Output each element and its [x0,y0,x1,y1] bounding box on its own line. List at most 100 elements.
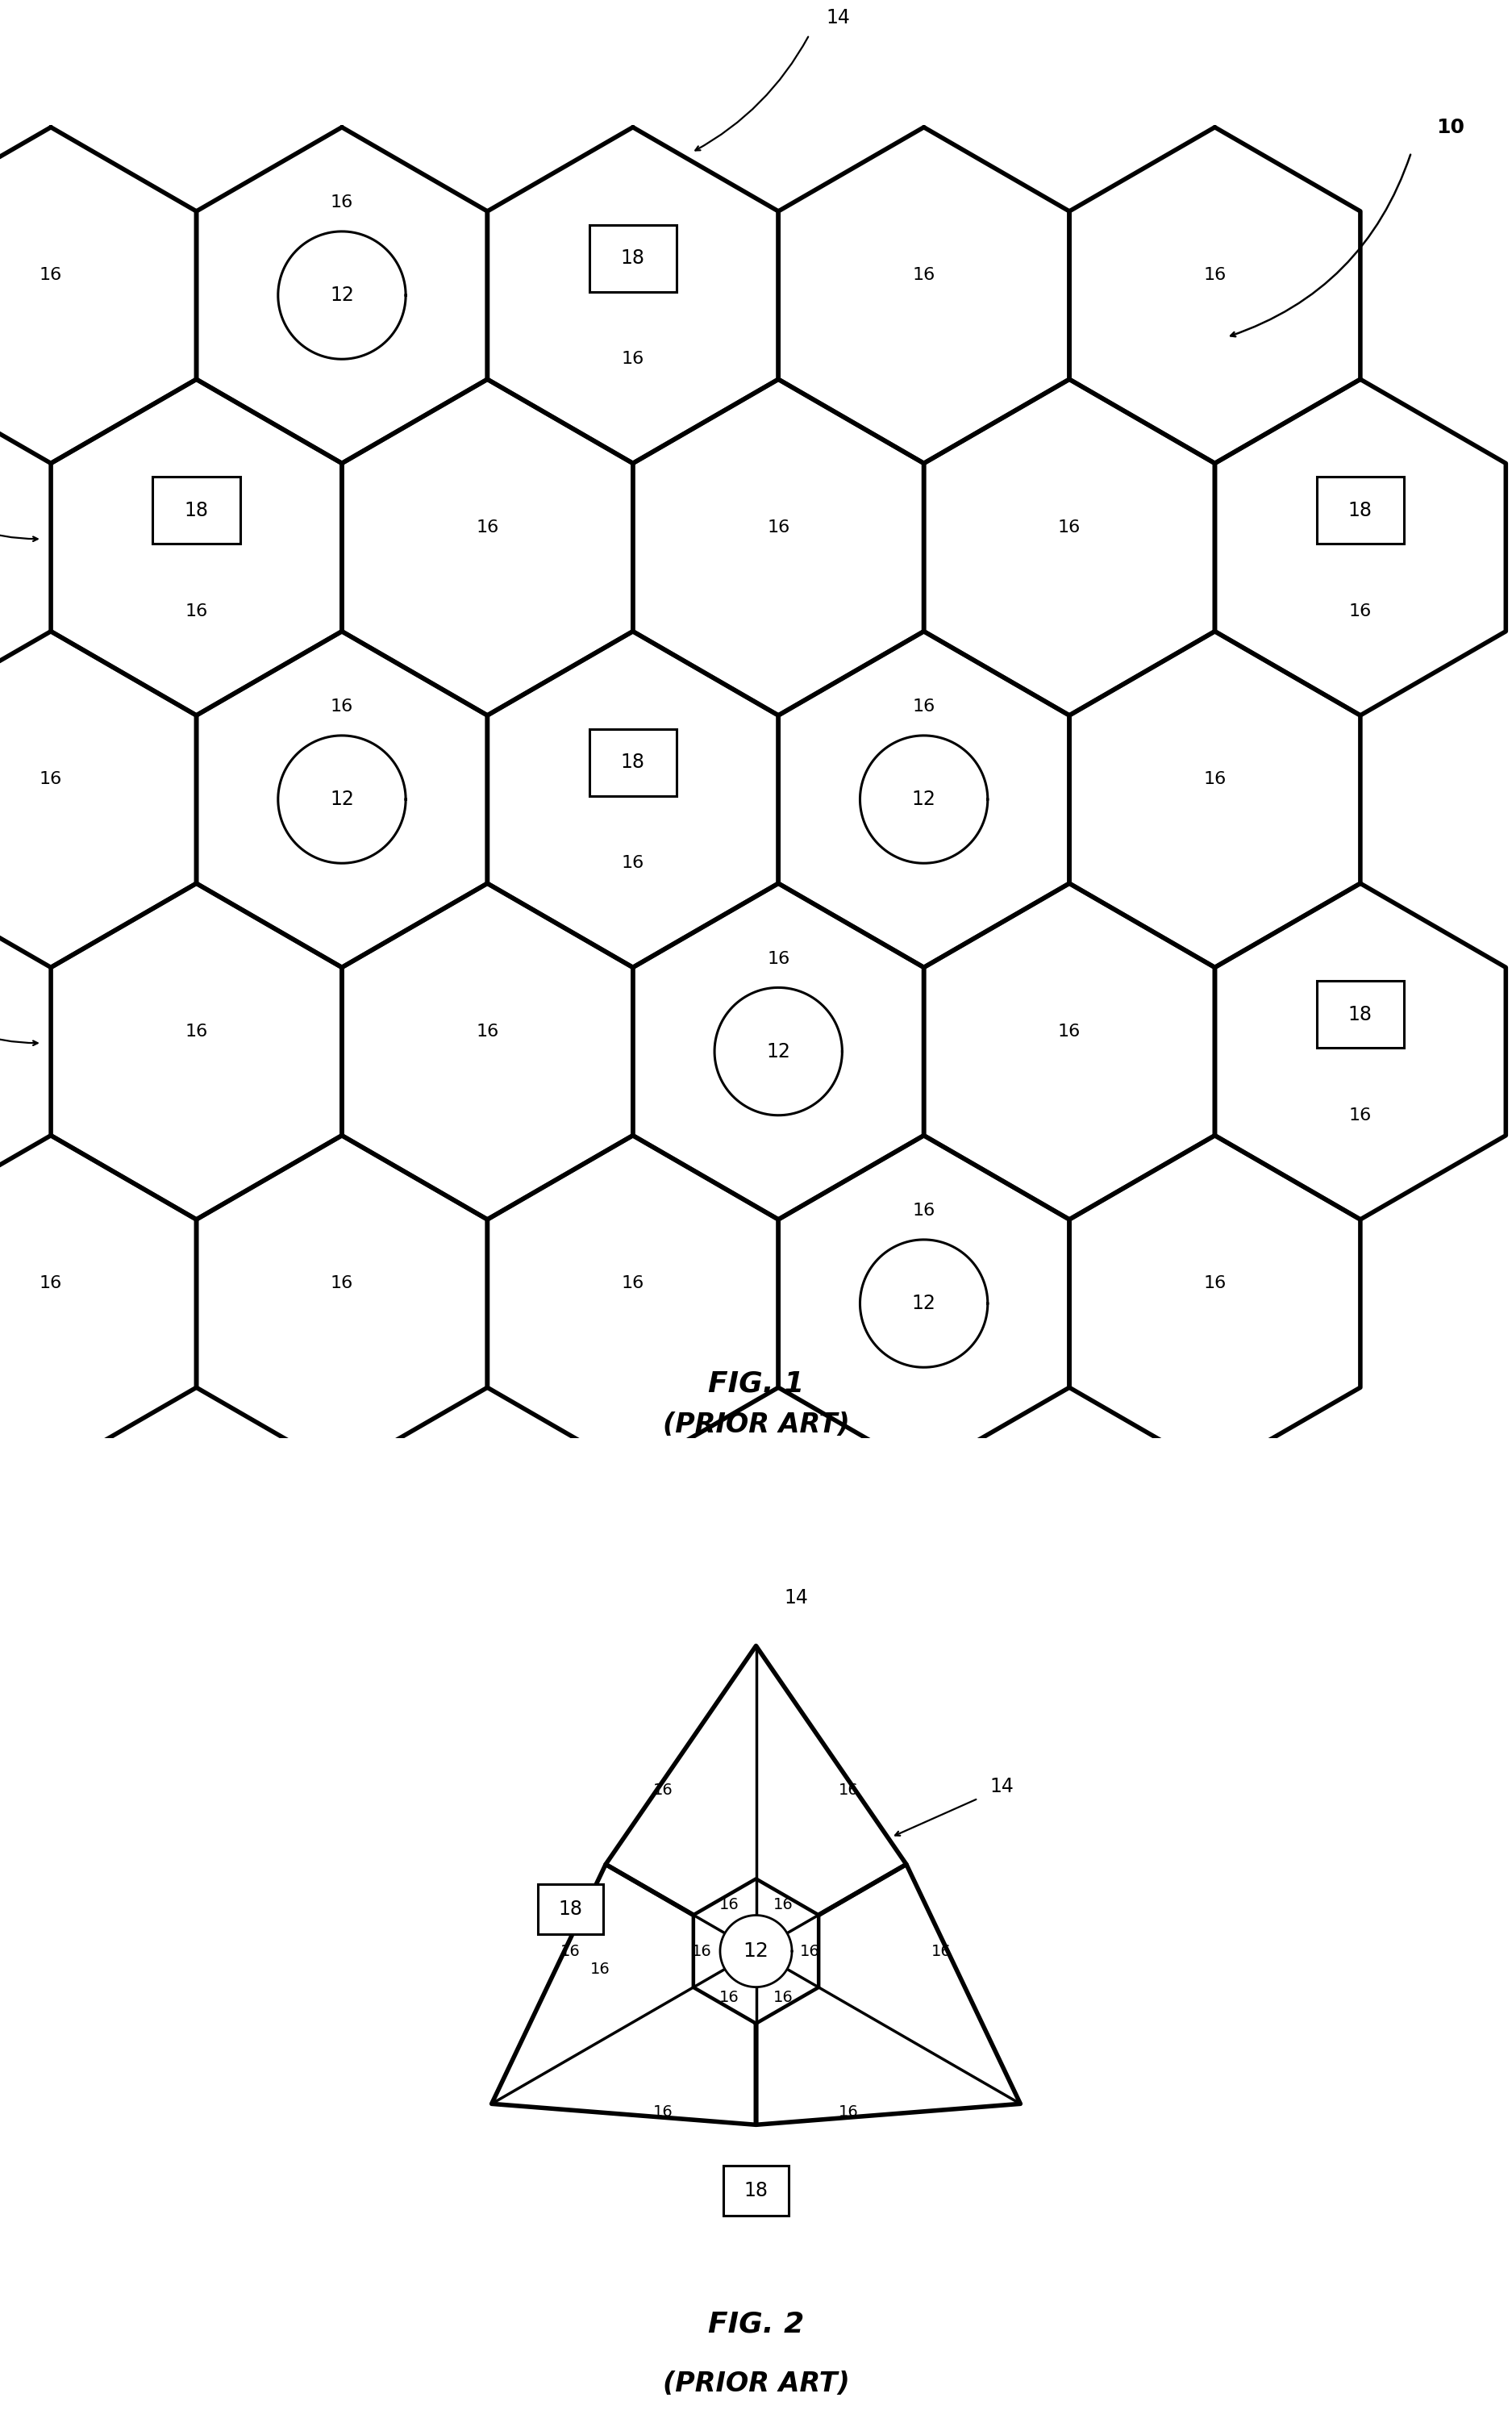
Text: 16: 16 [1058,520,1081,535]
Text: 10: 10 [1436,117,1465,136]
Text: 16: 16 [476,1023,499,1040]
Text: 16: 16 [800,1942,820,1959]
Text: 14: 14 [990,1777,1015,1797]
Text: 16: 16 [773,1896,792,1913]
Text: FIG. 2: FIG. 2 [708,2309,804,2339]
Polygon shape [0,126,197,464]
Polygon shape [924,379,1214,715]
Text: 16: 16 [561,1942,581,1959]
Text: 16: 16 [39,267,62,282]
Bar [153,476,240,545]
Text: 16: 16 [1204,771,1226,788]
Polygon shape [694,1879,818,2023]
Text: 18: 18 [744,2181,768,2200]
Polygon shape [779,632,1069,968]
Polygon shape [779,126,1069,464]
Polygon shape [756,1865,1021,2125]
Text: 18: 18 [1349,501,1373,520]
Polygon shape [1069,1135,1361,1471]
Text: 18: 18 [184,501,209,520]
Polygon shape [487,632,779,968]
Polygon shape [278,737,405,863]
Text: 12: 12 [912,1293,936,1313]
Text: 18: 18 [621,754,646,773]
Polygon shape [0,1135,197,1471]
Text: 18: 18 [1349,1004,1373,1023]
Polygon shape [342,379,634,715]
Bar [1317,476,1405,545]
Polygon shape [487,1135,779,1471]
Polygon shape [715,987,842,1116]
Bar [590,224,676,292]
Polygon shape [1214,882,1506,1220]
Text: (PRIOR ART): (PRIOR ART) [662,2370,850,2397]
Polygon shape [720,1916,792,1986]
Polygon shape [0,632,197,968]
Text: 16: 16 [1204,267,1226,282]
Text: 16: 16 [912,1203,936,1218]
Text: (PRIOR ART): (PRIOR ART) [662,1412,850,1437]
Polygon shape [1214,379,1506,715]
Polygon shape [51,379,342,715]
Polygon shape [860,1240,987,1366]
Text: 16: 16 [653,1782,673,1799]
Text: 16: 16 [39,771,62,788]
Text: 16: 16 [912,267,936,282]
Polygon shape [197,126,487,464]
Text: 16: 16 [773,1991,792,2006]
Text: 16: 16 [184,603,207,620]
Polygon shape [491,1865,756,2125]
Polygon shape [197,632,487,968]
Text: FIG. 1: FIG. 1 [708,1371,804,1398]
Text: 12: 12 [330,790,354,810]
Bar [590,729,676,795]
Bar [723,2166,789,2215]
Text: 16: 16 [931,1942,951,1959]
Text: 16: 16 [767,520,789,535]
Text: 16: 16 [653,2105,673,2120]
Text: 16: 16 [39,1276,62,1291]
Text: 16: 16 [184,1023,207,1040]
Text: 16: 16 [1058,1023,1081,1040]
Polygon shape [1069,632,1361,968]
Text: 16: 16 [839,2105,859,2120]
Text: 12: 12 [330,284,354,304]
Polygon shape [606,1646,906,1916]
Polygon shape [634,882,924,1220]
Text: 14: 14 [826,7,850,27]
Text: 14: 14 [785,1587,807,1607]
Text: 16: 16 [331,1276,354,1291]
Polygon shape [342,882,634,1220]
Polygon shape [860,737,987,863]
Text: 16: 16 [331,194,354,211]
Text: 16: 16 [720,1896,739,1913]
Text: 12: 12 [767,1043,791,1060]
Text: 16: 16 [621,856,644,870]
Polygon shape [634,379,924,715]
Polygon shape [487,126,779,464]
Polygon shape [51,882,342,1220]
Text: 18: 18 [621,248,646,267]
Text: 16: 16 [767,951,789,968]
Text: 18: 18 [558,1899,582,1918]
Text: 16: 16 [590,1962,611,1976]
Polygon shape [197,1135,487,1471]
Text: 16: 16 [1204,1276,1226,1291]
Polygon shape [924,882,1214,1220]
Polygon shape [779,1135,1069,1471]
Polygon shape [1069,126,1361,464]
Text: 16: 16 [1349,1106,1371,1123]
Text: 16: 16 [720,1991,739,2006]
Text: 16: 16 [331,698,354,715]
Text: 12: 12 [744,1942,770,1962]
Polygon shape [278,231,405,360]
Text: 16: 16 [839,1782,859,1799]
Bar [538,1884,603,1935]
Text: 12: 12 [912,790,936,810]
Text: 16: 16 [621,1276,644,1291]
Text: 16: 16 [476,520,499,535]
Text: 16: 16 [912,698,936,715]
Text: 16: 16 [621,350,644,367]
Text: 16: 16 [1349,603,1371,620]
Text: 16: 16 [692,1942,712,1959]
